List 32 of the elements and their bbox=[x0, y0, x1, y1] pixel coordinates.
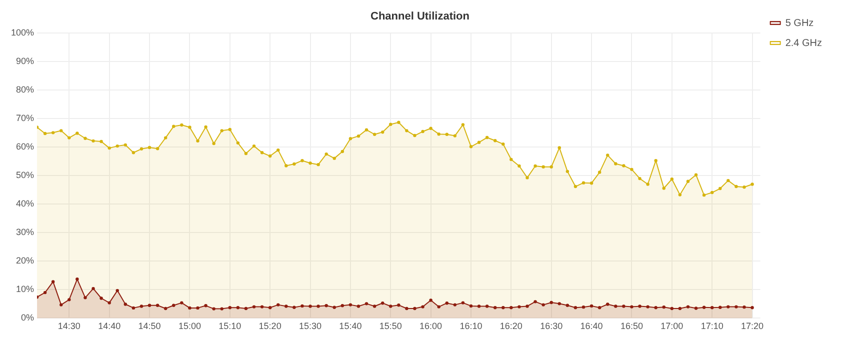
x-tick-label: 15:10 bbox=[218, 321, 242, 332]
x-tick-label: 14:30 bbox=[58, 321, 80, 332]
x-tick-label: 16:20 bbox=[500, 321, 522, 332]
x-tick-label: 15:50 bbox=[379, 321, 402, 332]
x-tick-label: 16:30 bbox=[540, 321, 563, 332]
legend-label: 2.4 GHz bbox=[785, 38, 822, 49]
y-tick-label: 50% bbox=[16, 170, 34, 180]
y-tick-label: 70% bbox=[16, 113, 34, 124]
y-tick-label: 0% bbox=[21, 312, 34, 323]
x-tick-label: 16:00 bbox=[420, 321, 442, 332]
x-tick-label: 15:00 bbox=[178, 321, 201, 332]
y-tick-label: 80% bbox=[16, 84, 34, 95]
x-tick-label: 15:30 bbox=[298, 321, 322, 332]
x-tick-label: 14:50 bbox=[138, 321, 161, 332]
x-tick-label: 16:40 bbox=[580, 321, 603, 332]
x-tick-label: 17:20 bbox=[741, 321, 764, 332]
x-tick-label: 17:10 bbox=[700, 321, 724, 332]
y-tick-label: 10% bbox=[16, 284, 34, 294]
legend-label: 5 GHz bbox=[785, 18, 814, 29]
y-tick-label: 60% bbox=[16, 142, 34, 152]
x-tick-label: 16:10 bbox=[460, 321, 482, 332]
y-tick-label: 20% bbox=[16, 256, 34, 266]
chart-title: Channel Utilization bbox=[370, 10, 470, 23]
y-tick-label: 100% bbox=[10, 28, 34, 38]
y-tick-label: 90% bbox=[16, 56, 34, 66]
x-tick-label: 15:40 bbox=[339, 321, 362, 332]
y-tick-label: 40% bbox=[16, 198, 34, 209]
x-tick-label: 15:20 bbox=[258, 321, 282, 332]
y-tick-label: 30% bbox=[16, 227, 34, 238]
x-tick-label: 14:40 bbox=[98, 321, 121, 332]
x-tick-label: 16:50 bbox=[620, 321, 643, 332]
x-tick-label: 17:00 bbox=[660, 321, 684, 332]
